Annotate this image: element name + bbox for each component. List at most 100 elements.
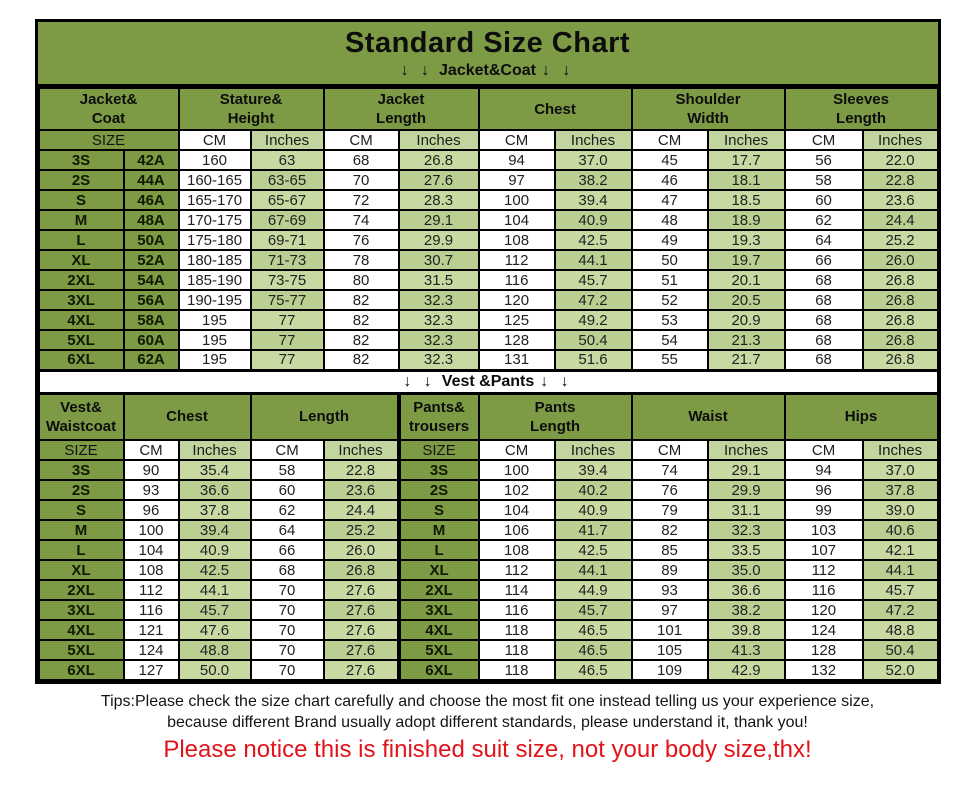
waist-inches-cell: 29.9 [706,479,786,501]
sleeves-cm-cell: 68 [783,349,864,371]
chest-cm-cell: 131 [477,349,556,371]
pants-length-inches-cell: 45.7 [553,599,633,621]
vest-chest-inches-cell: 36.6 [177,479,252,501]
vest-chest-cm-cell: 116 [122,599,180,621]
unit-header-inches: Inches [861,439,939,461]
size-code-cell: 54A [122,269,180,291]
group-header-shoulder-width: Shoulder Width [630,87,786,131]
hips-inches-cell: 44.1 [861,559,939,581]
group-header-waist: Waist [630,392,786,441]
shoulder-inches-cell: 19.3 [706,229,786,251]
waist-inches-cell: 36.6 [706,579,786,601]
hips-cm-cell: 107 [783,539,864,561]
pants-size-cell: L [396,539,480,561]
hips-inches-cell: 50.4 [861,639,939,661]
hips-cm-cell: 116 [783,579,864,601]
size-cell: 2XL [37,269,125,291]
group-header-vest-length: Length [249,392,400,441]
vest-length-inches-cell: 27.6 [322,639,400,661]
chest-inches-cell: 38.2 [553,169,633,191]
waist-cm-cell: 76 [630,479,709,501]
chest-inches-cell: 44.1 [553,249,633,271]
shoulder-inches-cell: 20.1 [706,269,786,291]
jacket-length-cm-cell: 72 [322,189,400,211]
jacket-length-inches-cell: 30.7 [397,249,480,271]
hips-cm-cell: 124 [783,619,864,641]
pants-size-cell: M [396,519,480,541]
table2-group-header-row: Vest& Waistcoat Chest Length Pants& trou… [37,392,939,441]
size-cell: L [37,229,125,251]
table-row: 3XL 116 45.7 70 27.6 3XL 116 45.7 97 38.2 120 47.2 [37,599,939,621]
group-header-jacket-coat: Jacket& Coat [37,87,180,131]
sleeves-cm-cell: 68 [783,329,864,351]
vest-chest-cm-cell: 100 [122,519,180,541]
vest-length-inches-cell: 26.0 [322,539,400,561]
jacket-length-cm-cell: 74 [322,209,400,231]
stature-inches-cell: 73-75 [249,269,325,291]
waist-inches-cell: 39.8 [706,619,786,641]
stature-cm-cell: 160 [177,149,252,171]
sleeves-cm-cell: 68 [783,269,864,291]
pants-length-inches-cell: 42.5 [553,539,633,561]
jacket-length-inches-cell: 26.8 [397,149,480,171]
pants-length-cm-cell: 116 [477,599,556,621]
stature-cm-cell: 195 [177,309,252,331]
pants-length-cm-cell: 118 [477,659,556,681]
size-cell: M [37,209,125,231]
pants-length-inches-cell: 41.7 [553,519,633,541]
pants-length-cm-cell: 108 [477,539,556,561]
jacket-length-cm-cell: 68 [322,149,400,171]
vest-pants-band-cell: ↓ ↓ Vest &Pants ↓ ↓ [37,368,939,395]
vest-chest-inches-cell: 44.1 [177,579,252,601]
size-cell: 4XL [37,309,125,331]
unit-header-cm: CM [249,439,325,461]
pants-size-cell: 5XL [396,639,480,661]
vest-chest-inches-cell: 37.8 [177,499,252,521]
hips-inches-cell: 37.0 [861,459,939,481]
group-header-vest-waistcoat: Vest& Waistcoat [37,392,125,441]
pants-length-inches-cell: 46.5 [553,619,633,641]
size-code-cell: 52A [122,249,180,271]
jacket-length-inches-cell: 29.1 [397,209,480,231]
vest-chest-inches-cell: 48.8 [177,639,252,661]
sleeves-inches-cell: 22.8 [861,169,939,191]
vest-length-inches-cell: 26.8 [322,559,400,581]
waist-inches-cell: 29.1 [706,459,786,481]
chest-inches-cell: 50.4 [553,329,633,351]
unit-header-inches: Inches [553,129,633,151]
table-row: 6XL 62A 195 77 82 32.3 131 51.6 55 21.7 68 26.8 [37,349,939,371]
jacket-length-inches-cell: 31.5 [397,269,480,291]
table-row: 4XL 58A 195 77 82 32.3 125 49.2 53 20.9 68 26.8 [37,309,939,331]
unit-header-inches: Inches [706,439,786,461]
waist-cm-cell: 97 [630,599,709,621]
chart-title-band: Standard Size Chart ↓ ↓ Jacket&Coat ↓ ↓ [37,22,938,87]
vest-chest-inches-cell: 40.9 [177,539,252,561]
stature-cm-cell: 195 [177,349,252,371]
shoulder-cm-cell: 54 [630,329,709,351]
jacket-length-cm-cell: 70 [322,169,400,191]
vest-chest-inches-cell: 39.4 [177,519,252,541]
waist-inches-cell: 35.0 [706,559,786,581]
hips-cm-cell: 94 [783,459,864,481]
size-cell: S [37,189,125,211]
unit-header-inches: Inches [322,439,400,461]
size-cell: XL [37,249,125,271]
vest-chest-cm-cell: 121 [122,619,180,641]
vest-chest-cm-cell: 104 [122,539,180,561]
jacket-length-inches-cell: 29.9 [397,229,480,251]
vest-length-cm-cell: 68 [249,559,325,581]
stature-cm-cell: 195 [177,329,252,351]
pants-length-cm-cell: 106 [477,519,556,541]
sleeves-cm-cell: 60 [783,189,864,211]
footer-notes: Tips:Please check the size chart careful… [0,691,975,764]
jacket-length-cm-cell: 76 [322,229,400,251]
pants-length-inches-cell: 44.1 [553,559,633,581]
stature-inches-cell: 77 [249,349,325,371]
pants-size-cell: 2XL [396,579,480,601]
waist-cm-cell: 109 [630,659,709,681]
waist-inches-cell: 41.3 [706,639,786,661]
sleeves-cm-cell: 64 [783,229,864,251]
shoulder-cm-cell: 55 [630,349,709,371]
waist-cm-cell: 82 [630,519,709,541]
vest-chest-cm-cell: 96 [122,499,180,521]
